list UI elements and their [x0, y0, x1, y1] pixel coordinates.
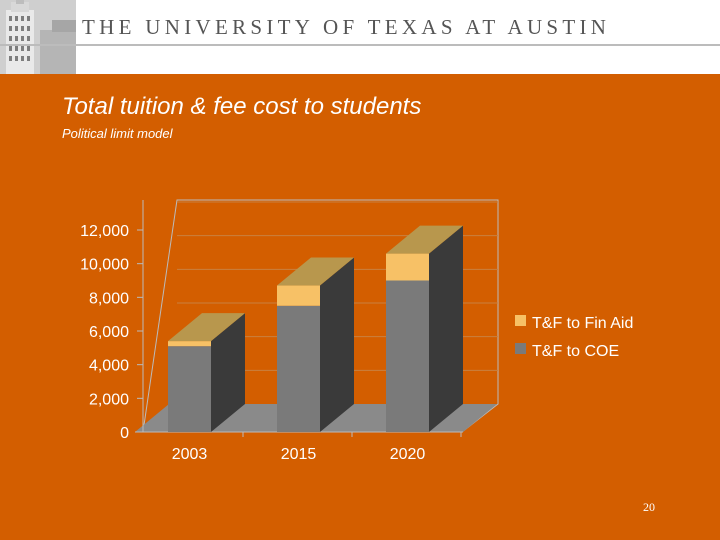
- legend-label-fin-aid: T&F to Fin Aid: [532, 315, 633, 332]
- header-bar: THE UNIVERSITY OF TEXAS AT AUSTIN: [0, 0, 720, 74]
- y-tick-label: 4,000: [89, 358, 129, 375]
- x-tick-label: 2003: [172, 446, 208, 463]
- x-tick-label: 2020: [390, 446, 426, 463]
- bars: [168, 225, 463, 432]
- bar-top-face: [277, 257, 354, 286]
- x-axis-ticks: 2003 2015 2020: [135, 431, 463, 463]
- y-tick-label: 10,000: [80, 257, 129, 274]
- bar-fin-aid-segment: [168, 341, 211, 347]
- slide-subtitle: Political limit model: [62, 126, 173, 141]
- legend-swatch-fin-aid: [515, 315, 526, 326]
- y-tick-label: 0: [120, 425, 129, 442]
- x-tick-label: 2015: [281, 446, 317, 463]
- bar-side-face: [320, 257, 354, 432]
- bar-side-face: [429, 225, 463, 432]
- bar-fin-aid-segment: [386, 253, 429, 281]
- tower-logo: [0, 0, 76, 74]
- header-rule: [0, 44, 720, 46]
- bar-coe-segment: [168, 346, 211, 432]
- y-tick-label: 2,000: [89, 391, 129, 408]
- legend-swatch-coe: [515, 343, 526, 354]
- bar-top-face: [386, 225, 463, 254]
- y-axis-ticks: 0 2,000 4,000 6,000 8,000 10,000 12,000: [80, 223, 143, 442]
- y-tick-label: 12,000: [80, 223, 129, 240]
- bar-2015: [277, 257, 354, 432]
- legend: T&F to Fin Aid T&F to COE: [515, 315, 633, 360]
- slide-title: Total tuition & fee cost to students: [62, 93, 422, 120]
- page-number: 20: [643, 500, 655, 514]
- bar-coe-segment: [386, 280, 429, 432]
- bar-top-face: [168, 313, 245, 342]
- y-tick-label: 6,000: [89, 324, 129, 341]
- y-tick-label: 8,000: [89, 290, 129, 307]
- bar-fin-aid-segment: [277, 285, 320, 306]
- bar-2003: [168, 313, 245, 432]
- legend-label-coe: T&F to COE: [532, 343, 619, 360]
- university-name: THE UNIVERSITY OF TEXAS AT AUSTIN: [82, 15, 611, 39]
- bar-2020: [386, 225, 463, 432]
- bar-side-face: [211, 313, 245, 432]
- bar-coe-segment: [277, 305, 320, 432]
